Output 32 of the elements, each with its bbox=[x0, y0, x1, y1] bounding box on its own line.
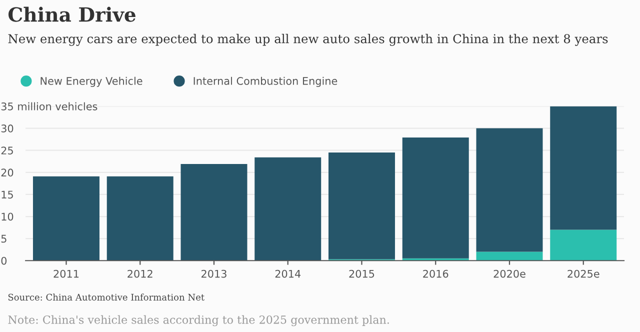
x-tick-label: 2015 bbox=[349, 270, 374, 278]
y-tick-label: 30 bbox=[1, 124, 14, 132]
x-tick-label: 2016 bbox=[423, 270, 448, 278]
y-tick-label: 35 million vehicles bbox=[1, 102, 98, 110]
bar bbox=[476, 128, 543, 252]
y-tick-label: 20 bbox=[1, 168, 14, 177]
y-tick-label: 0 bbox=[1, 256, 7, 265]
bar bbox=[32, 176, 100, 261]
chart-subtitle: New energy cars are expected to make up all new auto sales growth in China in the next 8 years bbox=[8, 34, 608, 46]
y-tick-label: 10 bbox=[2, 212, 14, 221]
x-tick-label: 2011 bbox=[54, 270, 79, 278]
x-tick-label: 2012 bbox=[128, 270, 152, 278]
bar bbox=[402, 138, 469, 258]
y-tick-label: 5 bbox=[1, 234, 6, 243]
bar bbox=[254, 157, 322, 261]
y-tick-label: 15 bbox=[2, 190, 13, 199]
bar bbox=[550, 106, 617, 230]
bar bbox=[180, 164, 248, 261]
x-tick-label: 2025e bbox=[568, 270, 600, 278]
chart-title: China Drive bbox=[8, 6, 136, 22]
bar bbox=[106, 176, 174, 261]
text: Note: China's vehicle sales according to the 2025 government plan. bbox=[8, 315, 389, 326]
y-tick-label: 25 bbox=[1, 146, 13, 154]
x-tick-label: 2014 bbox=[275, 270, 301, 278]
bar bbox=[550, 230, 617, 261]
x-tick-label: 2020e bbox=[494, 270, 526, 278]
bar bbox=[476, 252, 543, 261]
x-tick-label: 2013 bbox=[201, 270, 226, 278]
bar bbox=[328, 152, 395, 260]
legend-label: Internal Combustion Engine bbox=[194, 76, 338, 87]
legend-label: New Energy Vehicle bbox=[40, 76, 142, 87]
source-note: Source: China Automotive Information Net bbox=[8, 294, 204, 301]
